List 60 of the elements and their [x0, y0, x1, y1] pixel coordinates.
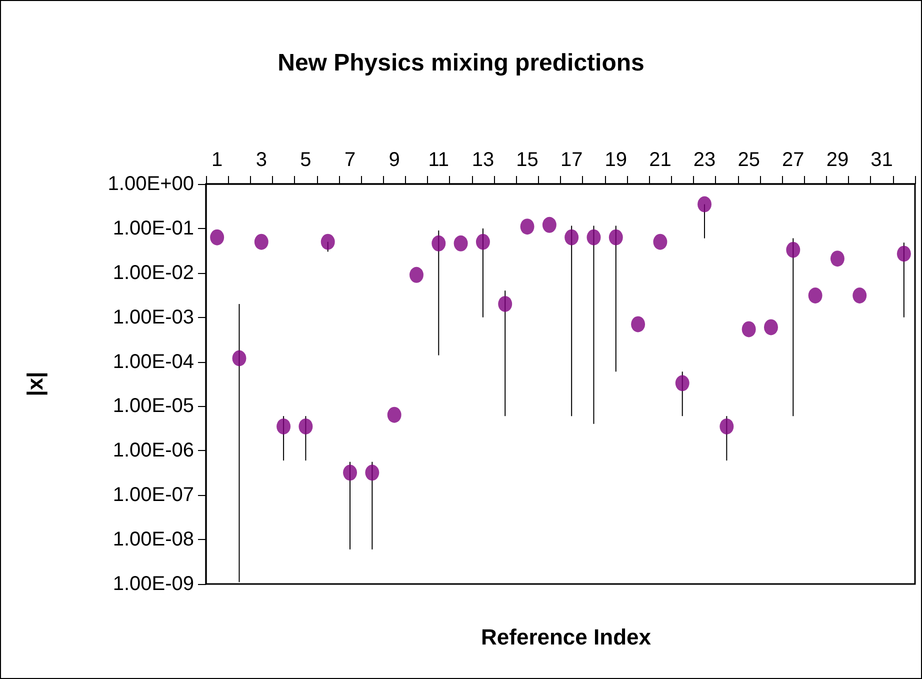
point — [432, 235, 446, 252]
point — [786, 242, 800, 258]
point — [564, 229, 579, 246]
point — [498, 296, 512, 312]
point — [852, 288, 867, 304]
y-tick-label: 1.00E-06 — [112, 440, 194, 462]
point — [764, 319, 778, 336]
chart-title: New Physics mixing predictions — [278, 50, 644, 76]
point — [808, 288, 822, 304]
y-tick-label: 1.00E-02 — [112, 262, 194, 284]
x-tick-label: 21 — [649, 149, 672, 171]
x-tick-label: 27 — [782, 149, 804, 171]
point — [276, 418, 291, 434]
point — [720, 418, 734, 434]
point — [454, 235, 468, 252]
point — [365, 464, 380, 481]
y-tick-label: 1.00E-07 — [112, 484, 194, 506]
y-tick-label: 1.00E-04 — [112, 350, 194, 373]
point — [675, 375, 690, 392]
x-tick-label: 29 — [826, 149, 849, 171]
x-tick-label: 13 — [472, 149, 494, 171]
point — [343, 464, 358, 481]
x-tick-label: 25 — [738, 149, 760, 171]
point — [830, 250, 844, 267]
point — [254, 234, 268, 250]
x-tick-label: 17 — [560, 149, 583, 171]
point — [210, 229, 224, 246]
x-tick-label: 9 — [388, 149, 400, 171]
point — [520, 218, 534, 235]
y-tick-label: 1.00E-05 — [112, 395, 194, 418]
point — [653, 234, 668, 250]
x-tick-label: 15 — [516, 149, 538, 171]
y-tick-label: 1.00E-01 — [112, 217, 194, 240]
point — [476, 234, 490, 250]
point — [410, 266, 424, 283]
y-tick-label: 1.00E+00 — [108, 173, 194, 195]
x-tick-label: 19 — [604, 149, 628, 171]
x-tick-label: 5 — [300, 149, 312, 171]
point — [631, 316, 646, 332]
point — [542, 216, 556, 233]
point — [320, 234, 335, 250]
x-tick-label: 31 — [870, 149, 893, 171]
x-tick-label: 23 — [693, 149, 716, 171]
x-axis-title: Reference Index — [481, 624, 652, 650]
point — [742, 321, 756, 338]
y-tick-label: 1.00E-03 — [112, 306, 194, 328]
y-tick-label: 1.00E-09 — [112, 573, 194, 595]
point — [896, 246, 911, 262]
y-axis-title: |x| — [22, 372, 48, 396]
point — [387, 406, 402, 423]
point — [608, 229, 623, 246]
point — [698, 196, 712, 212]
x-tick-label: 7 — [344, 149, 356, 171]
point — [586, 229, 601, 246]
y-tick-label: 1.00E-08 — [112, 528, 194, 551]
x-tick-label: 11 — [428, 149, 450, 171]
point — [298, 418, 313, 434]
x-tick-label: 1 — [212, 149, 223, 171]
x-tick-label: 3 — [256, 149, 267, 171]
point — [232, 350, 246, 366]
